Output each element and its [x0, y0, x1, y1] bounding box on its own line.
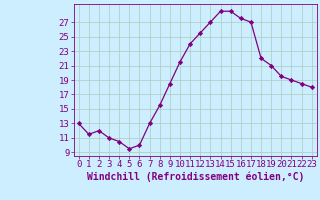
- X-axis label: Windchill (Refroidissement éolien,°C): Windchill (Refroidissement éolien,°C): [86, 172, 304, 182]
